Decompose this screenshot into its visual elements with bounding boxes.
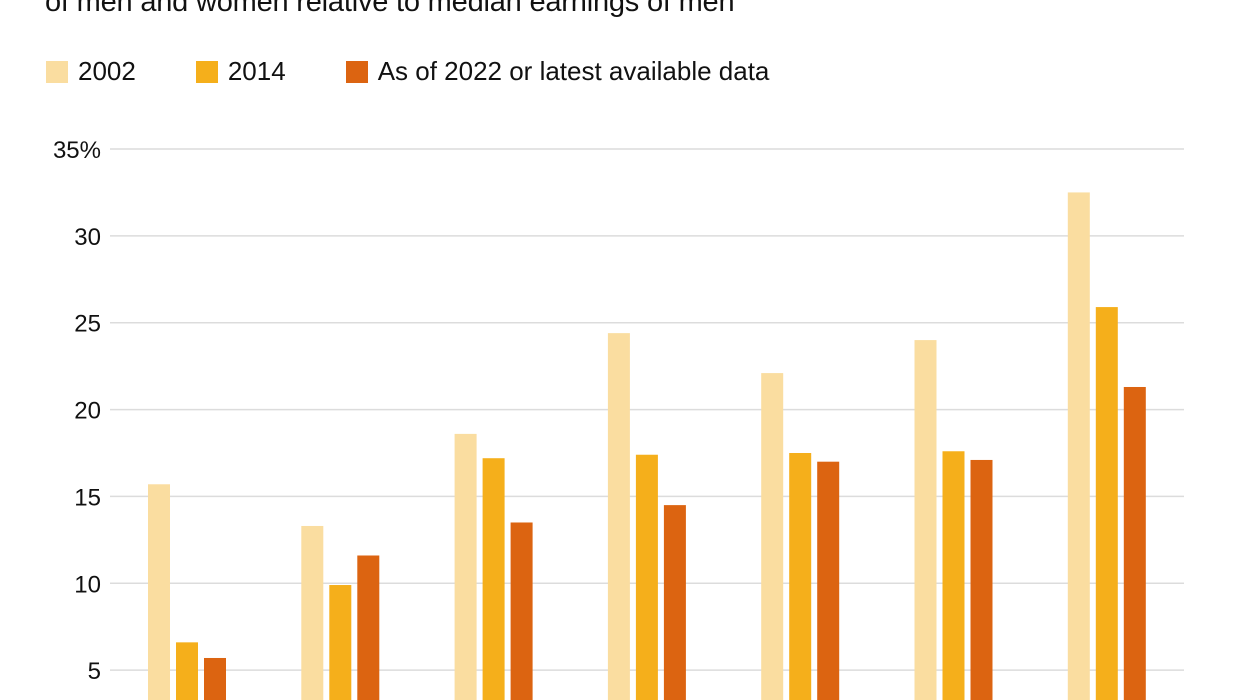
bar bbox=[1067, 192, 1090, 700]
bar bbox=[204, 657, 226, 700]
bar bbox=[970, 459, 993, 700]
legend-item-2014: 2014 bbox=[195, 56, 286, 87]
y-tick-label: 25 bbox=[74, 311, 101, 338]
y-tick-label: 20 bbox=[74, 398, 101, 425]
legend-label: 2002 bbox=[78, 56, 136, 86]
legend-label: 2014 bbox=[227, 56, 286, 86]
bar bbox=[357, 555, 380, 700]
bar bbox=[1095, 307, 1118, 700]
bar bbox=[454, 433, 477, 700]
y-tick-label: 15 bbox=[74, 484, 101, 511]
bar bbox=[176, 642, 198, 700]
legend-swatch bbox=[195, 60, 218, 83]
bar bbox=[914, 340, 937, 700]
legend-item-2002: 2002 bbox=[46, 56, 136, 87]
bar bbox=[607, 333, 630, 700]
legend-label: As of 2022 or latest available data bbox=[377, 56, 770, 86]
bar bbox=[789, 453, 812, 700]
y-tick-label: 10 bbox=[74, 571, 101, 598]
bar bbox=[482, 458, 505, 700]
bar bbox=[1123, 386, 1146, 700]
bar bbox=[329, 585, 352, 700]
legend-item-2022: As of 2022 or latest available data bbox=[345, 56, 770, 87]
bar bbox=[817, 461, 840, 700]
bar bbox=[635, 454, 658, 700]
bar bbox=[942, 451, 965, 700]
bar bbox=[761, 373, 784, 700]
bar bbox=[663, 505, 686, 700]
legend-swatch bbox=[46, 60, 68, 83]
legend: 2002 2014 As of 2022 or latest available… bbox=[46, 56, 829, 87]
bar bbox=[148, 484, 170, 700]
legend-swatch bbox=[345, 60, 368, 83]
chart-title: of men and women relative to median earn… bbox=[45, 0, 735, 18]
y-tick-label: 5 bbox=[88, 658, 101, 685]
y-tick-label: 30 bbox=[74, 224, 101, 251]
y-tick-label: 35% bbox=[53, 137, 101, 164]
bar bbox=[510, 522, 533, 700]
bar bbox=[301, 525, 324, 700]
